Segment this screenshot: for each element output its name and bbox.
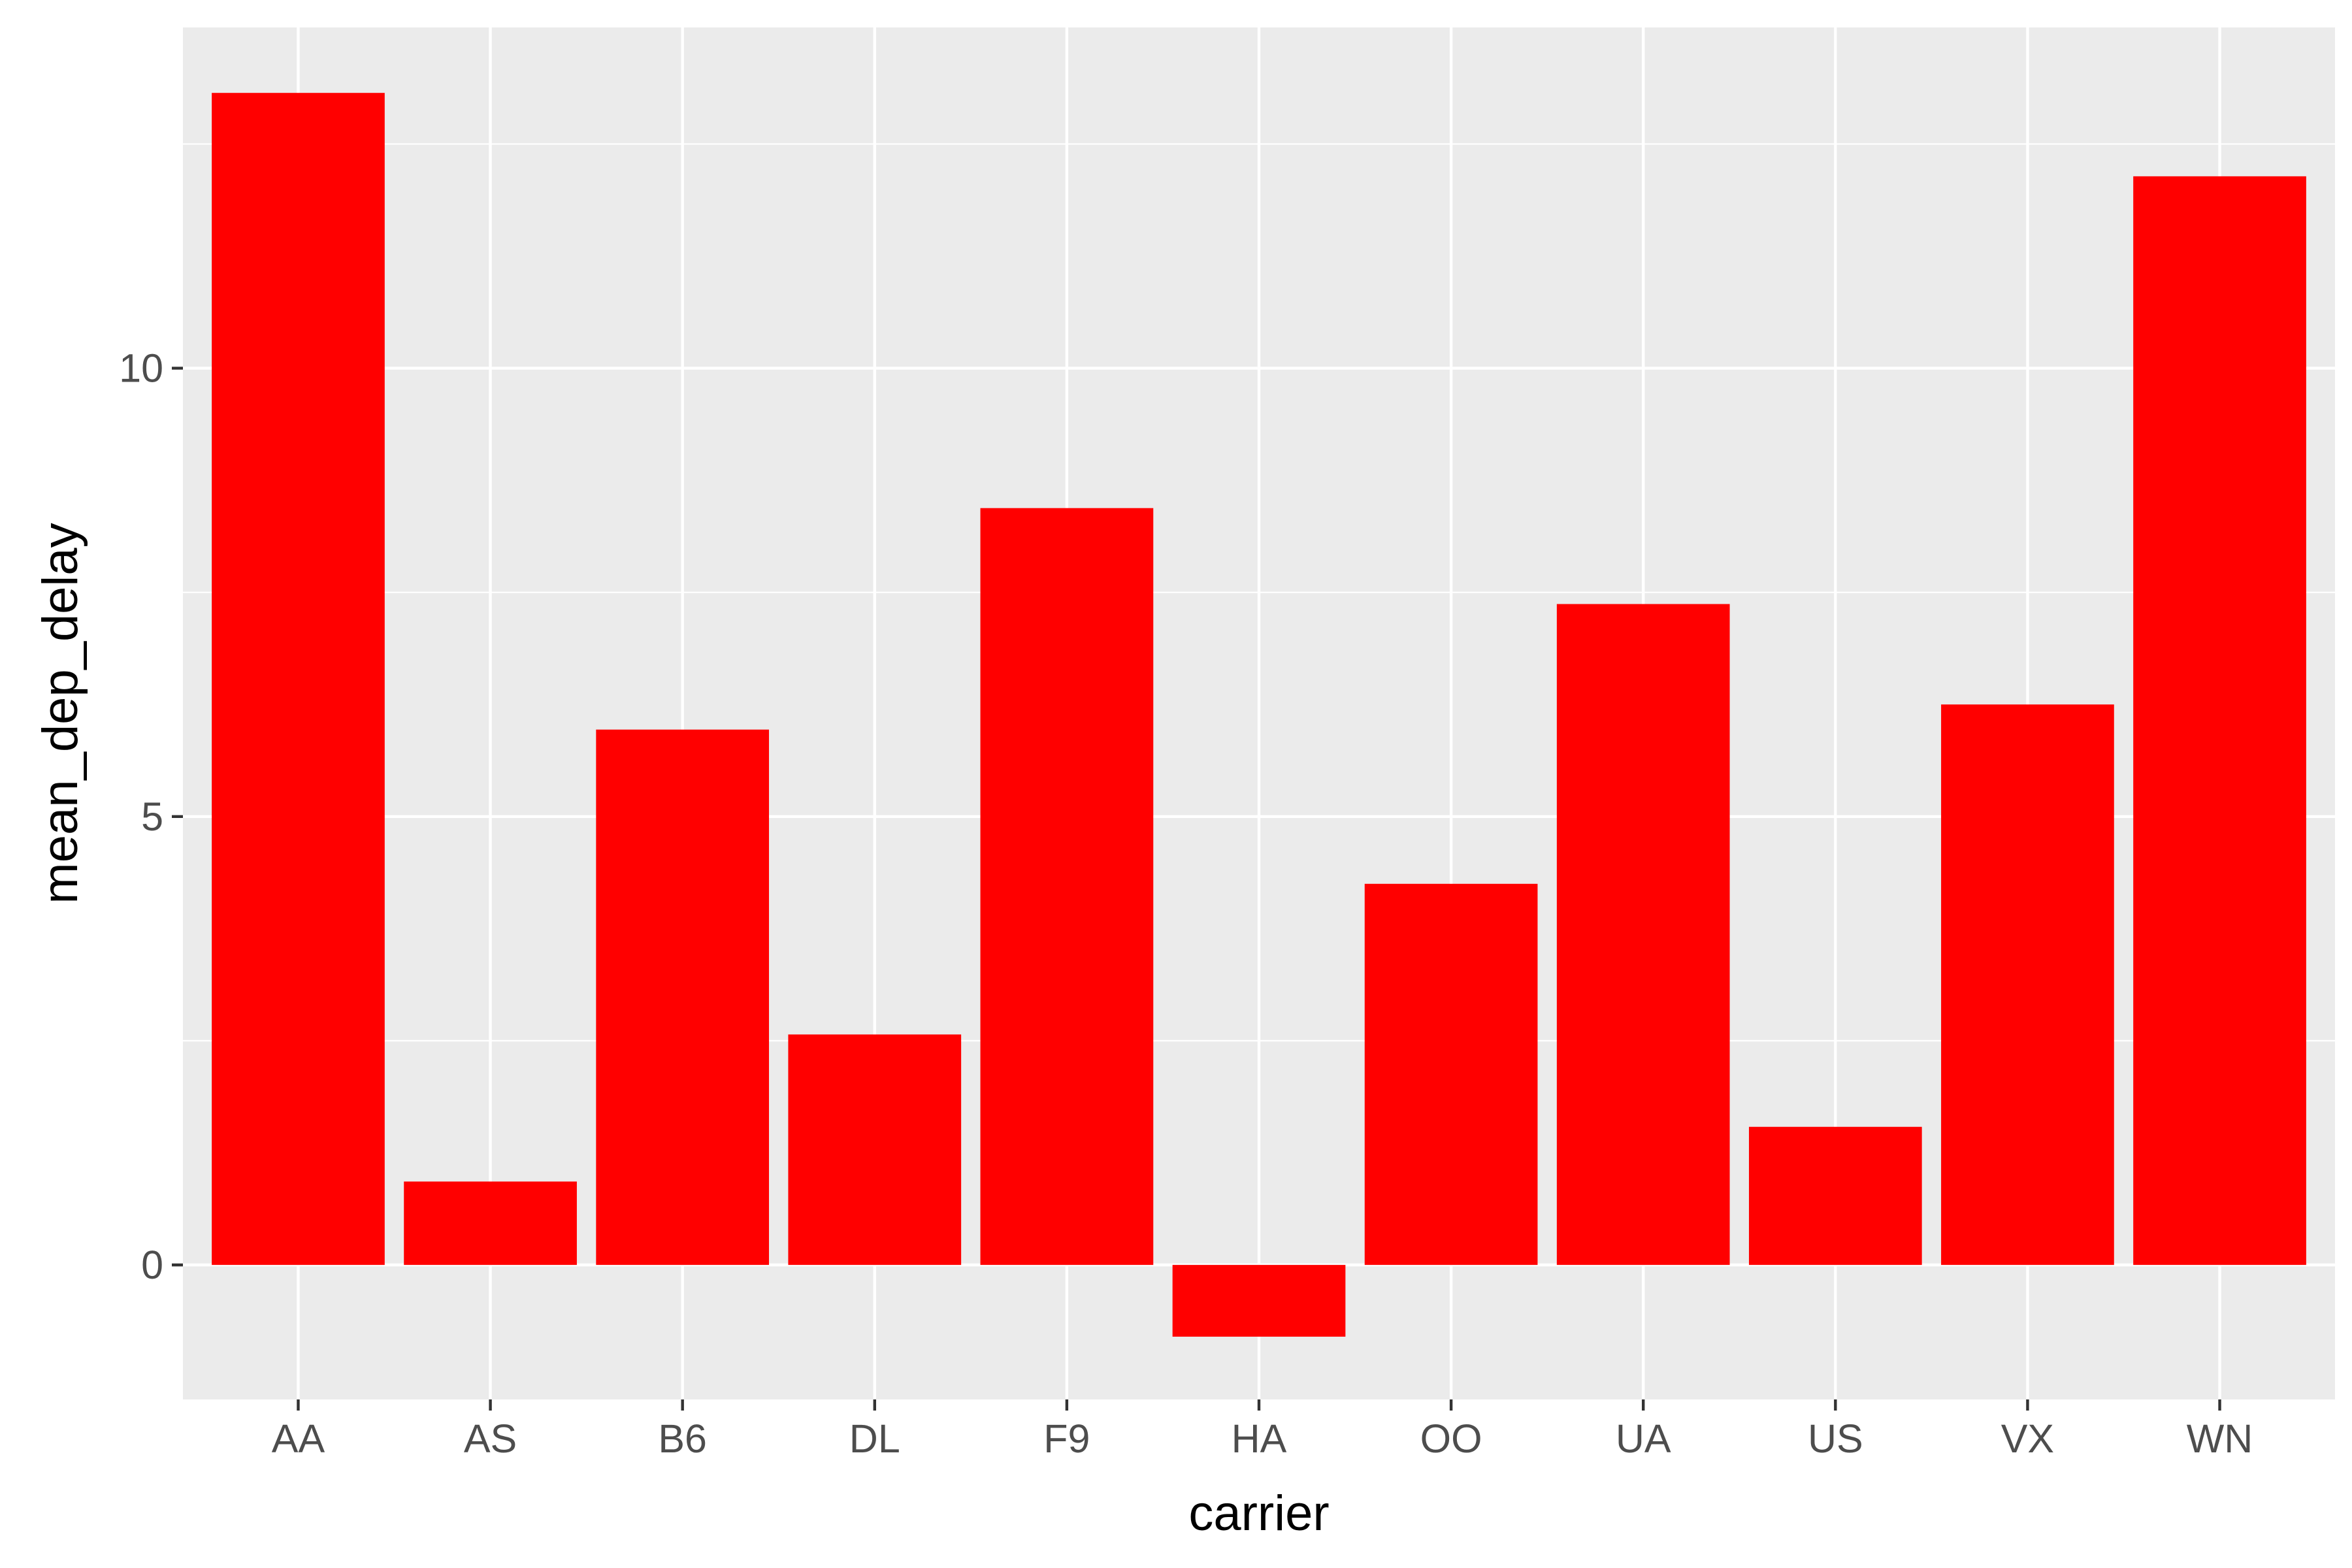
bar-b6 <box>596 729 770 1266</box>
x-tick-label: F9 <box>1043 1416 1090 1461</box>
x-axis-title: carrier <box>1188 1486 1329 1541</box>
bar-oo <box>1364 883 1538 1266</box>
bar-wn <box>2133 176 2306 1266</box>
x-tick-label: US <box>1808 1416 1863 1461</box>
bar-as <box>404 1181 577 1266</box>
y-tick-label: 0 <box>141 1243 163 1287</box>
x-tick-label: AS <box>464 1416 517 1461</box>
bar-vx <box>1941 704 2114 1266</box>
y-axis-ticks: 0 5 10 <box>119 346 183 1287</box>
y-tick-label: 10 <box>119 346 163 391</box>
x-tick-label: B6 <box>658 1416 707 1461</box>
y-tick-label: 5 <box>141 794 163 839</box>
bar-ha <box>1172 1265 1346 1337</box>
bar-ua <box>1556 604 1730 1266</box>
bar-aa <box>212 93 385 1266</box>
x-tick-label: UA <box>1616 1416 1671 1461</box>
bars <box>212 93 2306 1337</box>
x-tick-label: DL <box>849 1416 900 1461</box>
x-axis-ticks: AA AS B6 DL F9 HA OO UA US VX WN <box>272 1399 2253 1461</box>
bar-us <box>1748 1126 1922 1266</box>
bar-f9 <box>980 508 1154 1266</box>
x-tick-label: AA <box>272 1416 325 1461</box>
y-axis-title: mean_dep_delay <box>33 523 88 904</box>
bar-dl <box>788 1034 962 1266</box>
x-tick-label: VX <box>2001 1416 2054 1461</box>
x-tick-label: HA <box>1232 1416 1287 1461</box>
x-tick-label: OO <box>1420 1416 1482 1461</box>
x-tick-label: WN <box>2187 1416 2253 1461</box>
